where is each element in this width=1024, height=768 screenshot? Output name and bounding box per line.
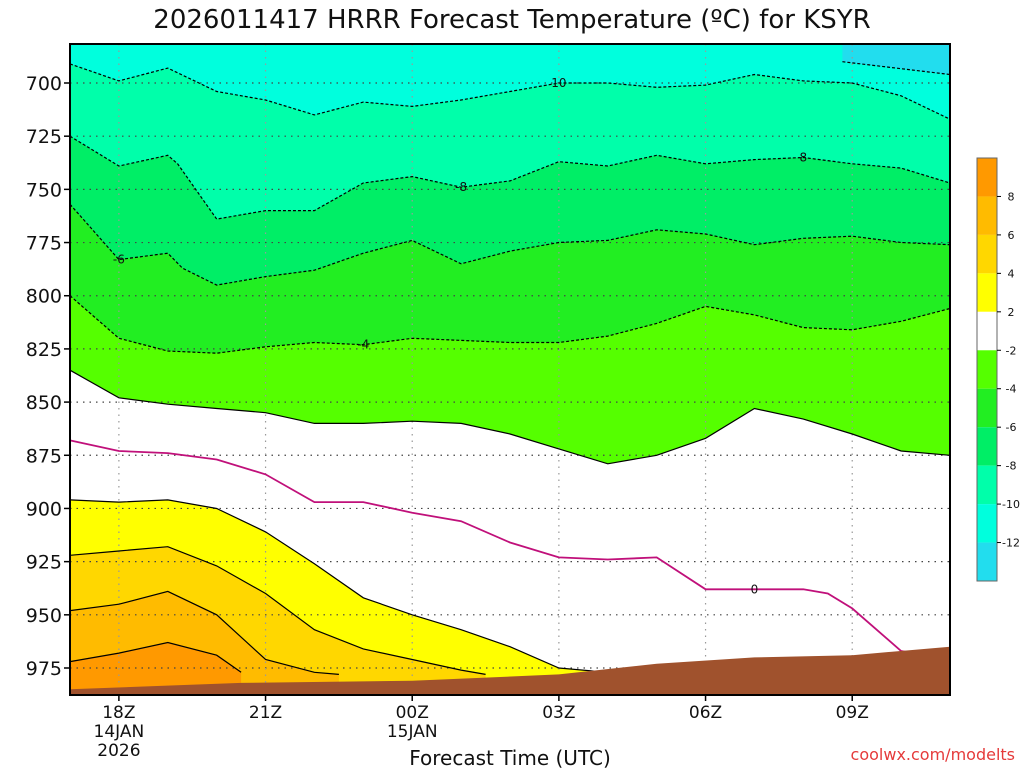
colorbar-swatch <box>977 273 997 312</box>
y-tick-label: 975 <box>26 658 62 680</box>
band-9 <box>70 642 242 695</box>
colorbar-swatch <box>977 465 997 505</box>
y-axis: 700 725 750 775 800 825 850 875 900 925 950 975 <box>26 73 70 680</box>
isotherm--2 <box>69 369 951 465</box>
colorbar-label: 6 <box>1008 229 1015 242</box>
chart-title: 2026011417 HRRR Forecast Temperature (ºC… <box>153 5 870 35</box>
isotherm-6 <box>69 590 339 675</box>
colorbar-swatch <box>977 234 997 274</box>
contour-label: 8 <box>800 150 808 164</box>
plot-area: 10 8 -8 -6 -4 0 <box>69 43 951 696</box>
isotherm--10 <box>842 61 951 76</box>
colorbar-label: -6 <box>1006 421 1017 434</box>
colorbar-label: -12 <box>1002 537 1020 550</box>
colorbar-label: -2 <box>1006 344 1017 357</box>
isotherm--10 <box>69 63 951 120</box>
colorbar-swatch <box>977 504 997 543</box>
isotherm-2 <box>69 499 633 678</box>
contour-label: 10 <box>551 76 566 90</box>
colorbar-swatch <box>977 427 997 466</box>
contour-label: -8 <box>455 180 467 194</box>
y-tick-label: 800 <box>26 286 62 308</box>
contour-label: -6 <box>113 253 125 267</box>
y-tick-label: 775 <box>26 233 62 255</box>
y-tick-label: 850 <box>26 392 62 414</box>
colorbar-swatch <box>977 388 997 428</box>
isotherm--8 <box>69 135 951 220</box>
band-coldest <box>842 44 950 75</box>
terrain <box>70 646 950 695</box>
x-tick-label: 18Z <box>102 703 135 723</box>
colorbar-label: -4 <box>1006 383 1017 396</box>
x-tick-label: 06Z <box>689 703 722 723</box>
colorbar-swatch <box>977 311 997 351</box>
colorbar-label: -10 <box>1002 498 1020 511</box>
y-tick-label: 725 <box>26 126 62 148</box>
x-tick-label: 09Z <box>836 703 869 723</box>
y-tick-label: 900 <box>26 498 62 520</box>
contour-label: 0 <box>751 582 759 596</box>
y-tick-label: 925 <box>26 552 62 574</box>
colorbar: 8 6 4 2 -2 -4 -6 -8 -10 -12 <box>976 157 1020 582</box>
x-tick-label: 03Z <box>542 703 575 723</box>
colorbar-swatch <box>977 350 997 389</box>
isotherm-0 <box>69 439 951 661</box>
y-tick-label: 825 <box>26 339 62 361</box>
x-tick-year: 2026 <box>97 741 140 761</box>
y-tick-label: 750 <box>26 179 62 201</box>
colorbar-swatch <box>977 158 997 197</box>
colorbar-label: 4 <box>1008 267 1015 280</box>
x-tick-label: 00Z <box>396 703 429 723</box>
isotherm-4 <box>69 546 486 675</box>
y-tick-label: 875 <box>26 445 62 467</box>
x-tick-date: 14JAN <box>94 722 145 742</box>
x-tick-date: 15JAN <box>387 722 438 742</box>
colorbar-label: 8 <box>1008 190 1015 203</box>
x-axis-title: Forecast Time (UTC) <box>409 746 611 768</box>
plot-frame <box>69 43 951 696</box>
isotherm-8 <box>69 641 242 673</box>
contour-label: -4 <box>357 338 369 352</box>
watermark: coolwx.com/modelts <box>851 745 1015 764</box>
colorbar-label: -8 <box>1006 460 1017 473</box>
isotherm--6 <box>69 203 951 286</box>
colorbar-label: 2 <box>1008 306 1015 319</box>
colorbar-frame <box>976 157 998 582</box>
x-tick-label: 21Z <box>249 703 282 723</box>
colorbar-swatch <box>977 196 997 235</box>
y-tick-label: 950 <box>26 605 62 627</box>
colorbar-swatch <box>977 542 997 581</box>
y-tick-label: 700 <box>26 73 62 95</box>
